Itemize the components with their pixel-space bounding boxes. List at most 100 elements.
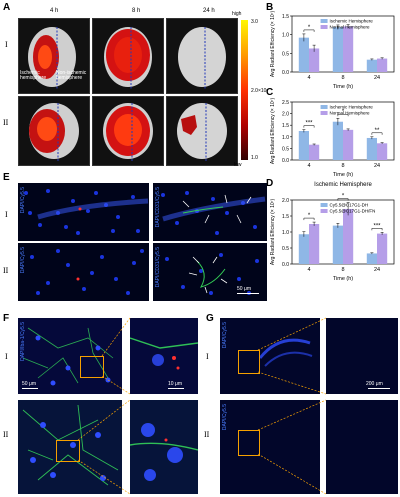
significance-bracket [371, 132, 383, 135]
bar [366, 253, 377, 264]
scale-label-e: 50 μm [237, 286, 251, 292]
significance-label: * [342, 194, 345, 200]
y-tick-label: 1.5 [282, 14, 289, 20]
y-tick-label: 1.5 [282, 123, 289, 129]
chart-d: Ischemic Hemisphere 0.0 0.5 1.0 1.5 2.0 Avg Ra… [268, 178, 398, 282]
row-label-g-ii: II [204, 430, 210, 439]
micrograph-f-i-right: 10 μm [130, 318, 198, 394]
y-tick-label: 0.5 [282, 51, 289, 57]
time-label-4h: 4 h [50, 8, 59, 14]
micrograph-e-ii-right: DAPI/CD31/Cy5.5 50 μm [153, 243, 267, 301]
x-tick-label: 4 [307, 163, 310, 169]
legend-label: Normal Hemisphere [330, 25, 371, 30]
bar [298, 37, 309, 72]
row-label-f-ii: II [3, 430, 9, 439]
panel-label-g: G [206, 313, 214, 324]
bar [332, 121, 343, 160]
y-axis-label: Avg Radiant Efficiency (× 10⁷) [270, 11, 276, 78]
x-tick-label: 24 [374, 163, 380, 169]
significance-label: ** [375, 128, 380, 134]
scale-label-f-right: 10 μm [168, 381, 182, 387]
micrograph-f-i-left: DAPI/Iba-1/Cy5.5 50 μm [18, 318, 122, 394]
panel-label-b: B [266, 2, 274, 13]
colorbar-low: low [234, 162, 242, 168]
scale-label-g: 200 μm [366, 381, 383, 387]
micrograph-e-i-left: DAPI/Cy5.5 [18, 183, 149, 241]
legend-label: Ischemic Hemisphere [330, 19, 374, 24]
x-tick-label: 8 [341, 163, 344, 169]
micrograph-e-i-right: DAPI/CD31/Cy5.5 [153, 183, 267, 241]
bar [343, 26, 354, 73]
y-tick-label: 1.5 [282, 214, 289, 220]
zoom-box-g-ii [238, 430, 260, 456]
legend-swatch [320, 209, 328, 213]
x-tick-label: 24 [374, 267, 380, 273]
row-label-e-i: I [5, 210, 8, 219]
significance-bracket [337, 198, 349, 201]
significance-label: *** [373, 223, 381, 229]
significance-bracket [371, 228, 383, 231]
scale-bar-g [368, 388, 390, 389]
zoom-box-f-ii [56, 440, 80, 462]
y-tick-label: 1.0 [282, 33, 289, 39]
y-tick-label: 0.0 [282, 262, 289, 268]
bar [332, 225, 343, 264]
bar [343, 208, 354, 264]
bar [309, 48, 320, 72]
micrograph-e-ii-left: DAPI/Cy5.5 [18, 243, 149, 301]
ivis-brain-24h-i [166, 18, 238, 94]
x-axis-label: Time (h) [333, 276, 353, 282]
panel-label-f: F [3, 313, 10, 324]
x-axis-label: Time (h) [333, 172, 353, 178]
significance-bracket [303, 217, 315, 221]
ivis-brain-8h-i [92, 18, 164, 94]
time-label-24h: 24 h [203, 8, 215, 14]
y-axis-label: Avg Radiant Efficiency (× 10⁷) [270, 98, 276, 165]
legend-label: Cy5.5@C17G1-DH/FN [330, 209, 376, 214]
ischemic-annotation: Ischemic hemisphere [20, 70, 47, 81]
scale-bar-e [237, 293, 259, 294]
colorbar-high: high [232, 11, 242, 17]
micrograph-g-i-right: 200 μm [326, 318, 398, 394]
significance-bracket [337, 113, 349, 117]
chart-b: 0.0 0.5 1.0 1.5 Avg Radiant Efficiency (× 10… [268, 2, 398, 90]
ivis-brain-24h-ii [166, 96, 238, 166]
x-tick-label: 8 [341, 75, 344, 81]
legend-swatch [320, 25, 328, 29]
significance-label: * [342, 109, 345, 115]
micrograph-g-ii-right [326, 400, 398, 494]
colorbar-bottom: 1.0 [251, 155, 258, 161]
scale-bar-f-right [168, 388, 184, 389]
colorbar [241, 20, 248, 160]
time-label-8h: 8 h [132, 8, 141, 14]
row-label-a-i: I [5, 40, 8, 49]
row-label-e-ii: II [3, 266, 9, 275]
bar [309, 144, 320, 160]
y-tick-label: 0.0 [282, 158, 289, 164]
bar [298, 131, 309, 160]
colorbar-mid: 2.0×10⁷ [251, 88, 269, 94]
bar [332, 27, 343, 72]
bar [366, 59, 377, 72]
significance-bracket [303, 29, 315, 32]
scale-bar-f-left [22, 388, 38, 389]
bar [309, 224, 320, 264]
bar [366, 137, 377, 160]
x-tick-label: 4 [307, 267, 310, 273]
colorbar-top: 3.0 [251, 19, 258, 25]
micrograph-g-ii-left: DAPI/Cy5.5 [220, 400, 320, 494]
legend-swatch [320, 203, 328, 207]
row-label-f-i: I [5, 352, 8, 361]
y-tick-label: 2.0 [282, 198, 289, 204]
bar [377, 233, 388, 264]
non-ischemic-annotation: Non-ischemic hemisphere [56, 70, 87, 81]
panel-label-e: E [3, 172, 10, 183]
legend-label: Ischemic Hemisphere [330, 105, 374, 110]
y-tick-label: 0.5 [282, 246, 289, 252]
bar [343, 129, 354, 160]
x-tick-label: 24 [374, 75, 380, 81]
micrograph-f-ii-right [130, 400, 198, 494]
zoom-box-f-i [80, 356, 104, 378]
x-tick-label: 4 [307, 75, 310, 81]
zoom-box-g-i [238, 350, 260, 374]
